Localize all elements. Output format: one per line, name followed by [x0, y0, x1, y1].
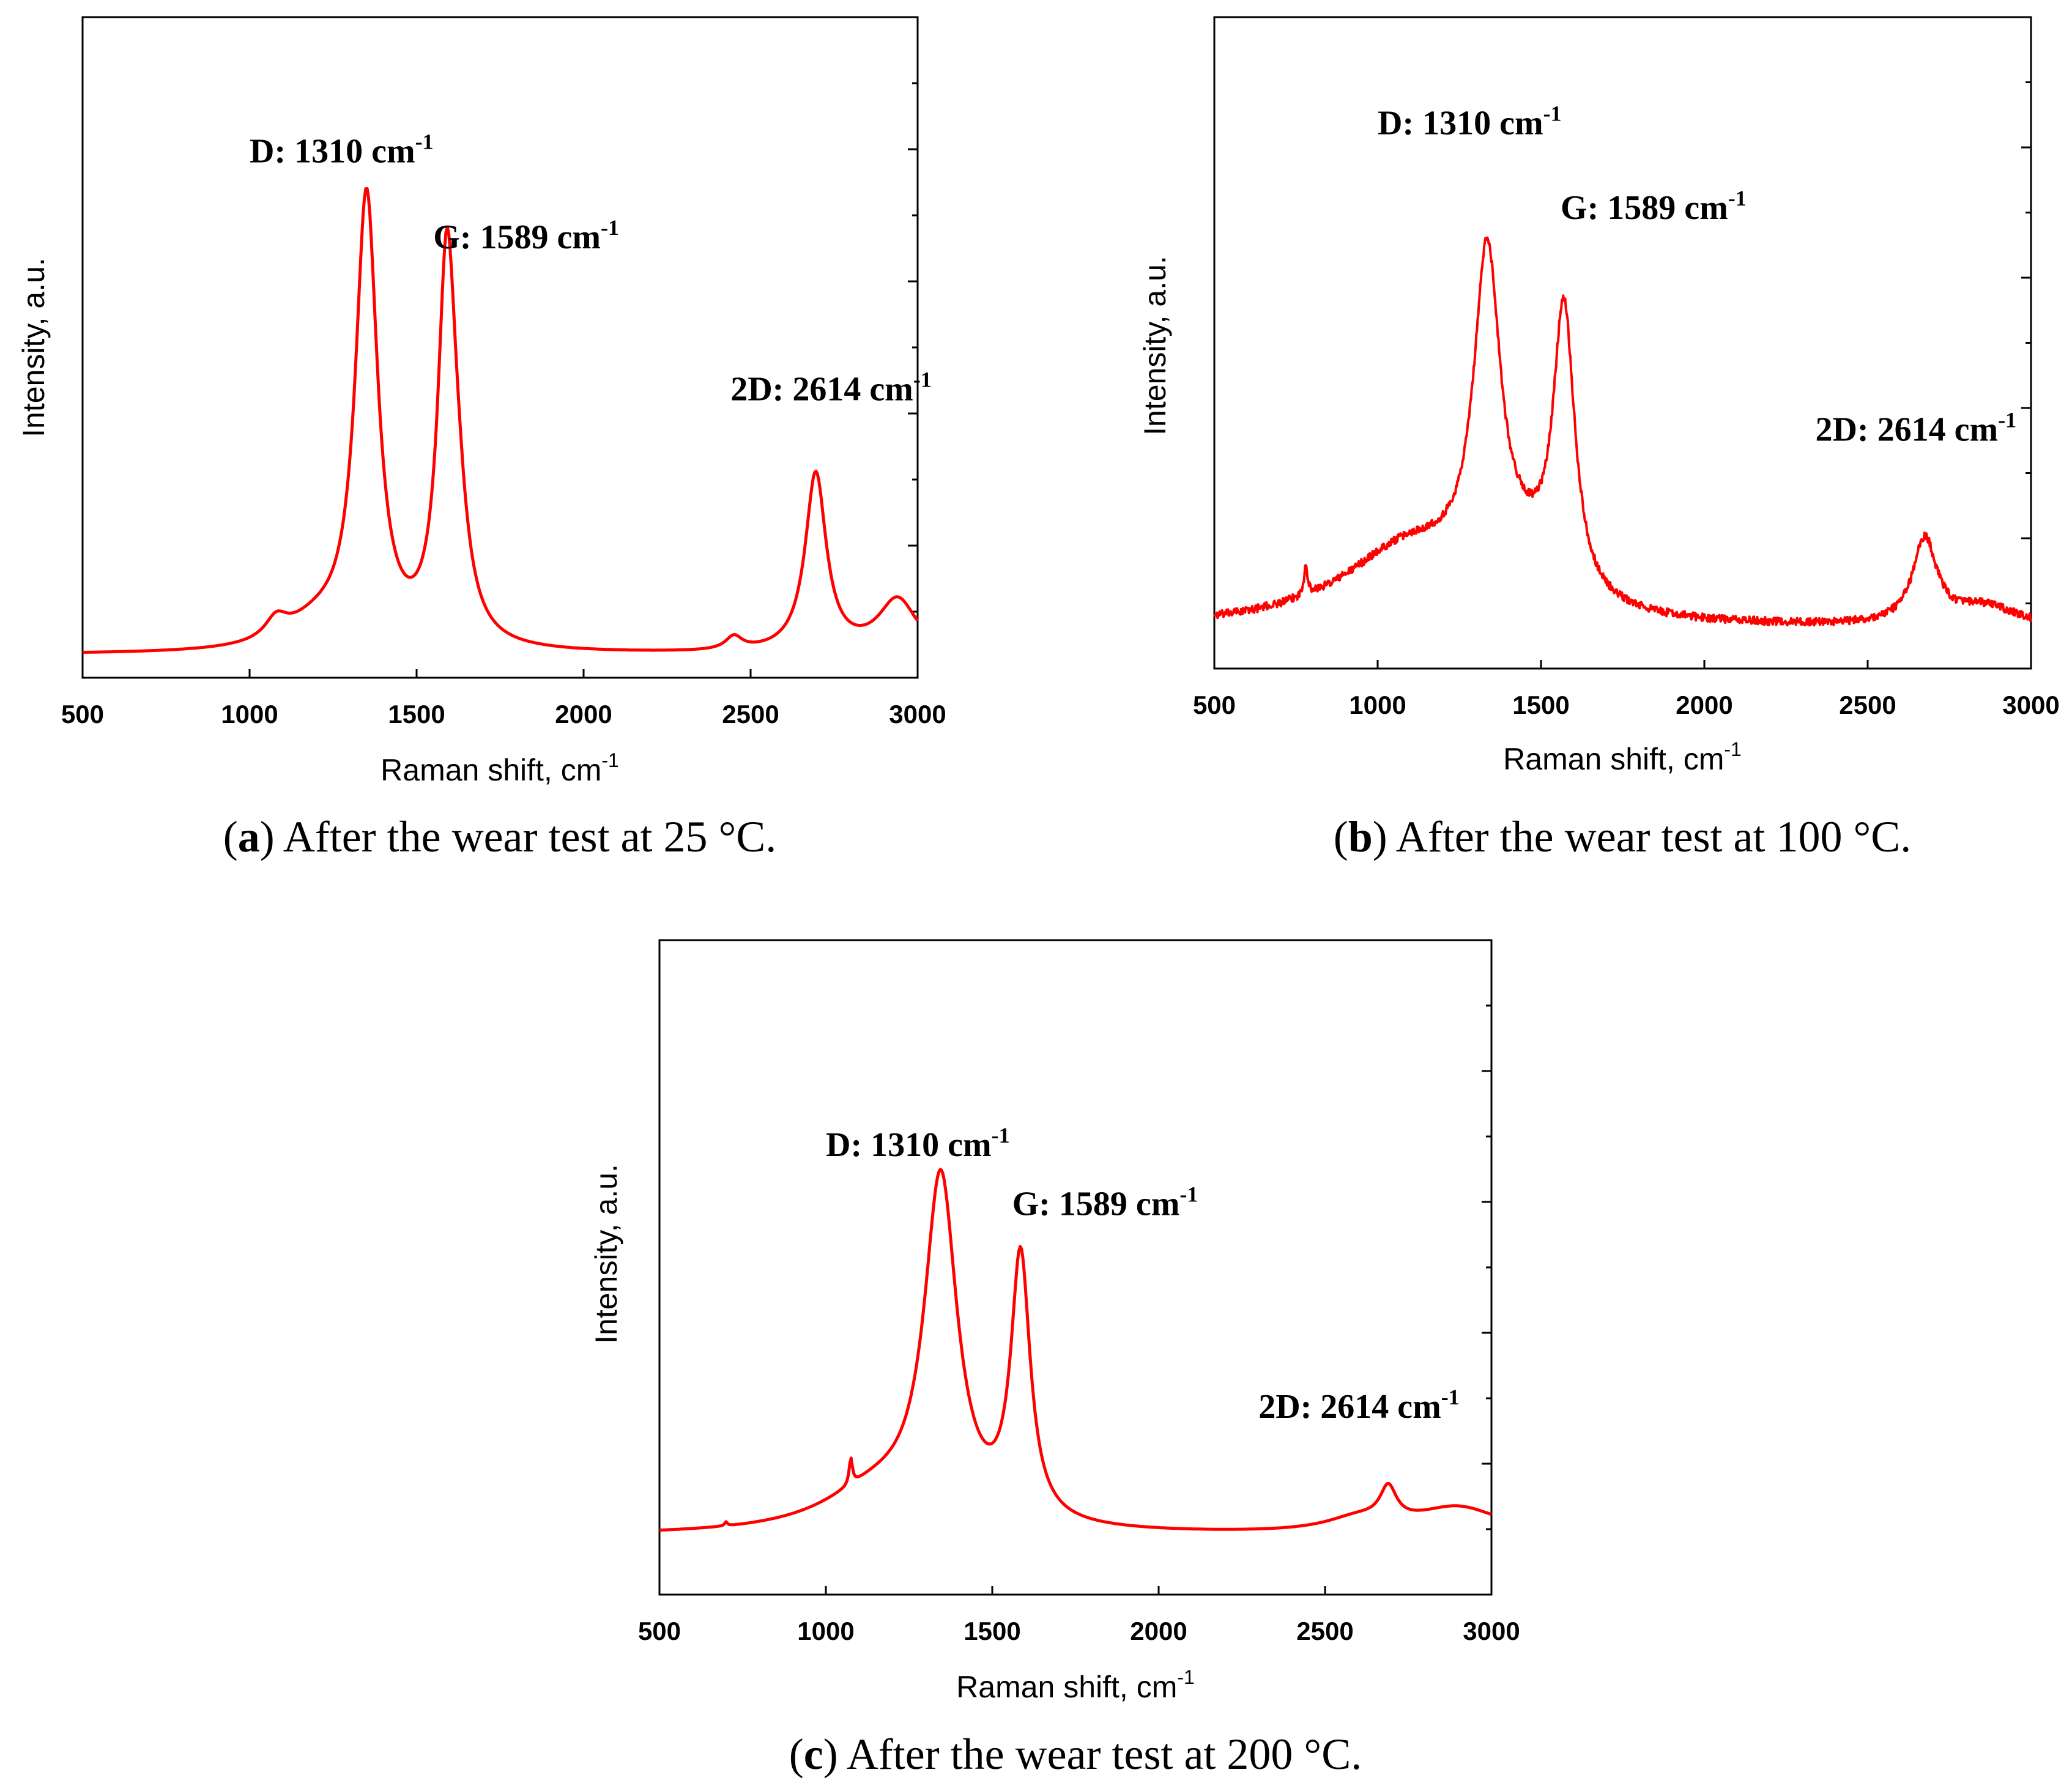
x-tick-label-b-0: 500: [1193, 691, 1236, 719]
x-tick-label-a-0: 500: [61, 700, 104, 728]
x-tick-label-a-5: 3000: [889, 700, 946, 728]
peak-labels-a: D: 1310 cm-1 G: 1589 cm-1 2D: 2614 cm-1: [250, 130, 932, 409]
x-tick-label-c-4: 2500: [1296, 1617, 1353, 1645]
x-tick-label-b-4: 2500: [1839, 691, 1896, 719]
ticks-b: [1213, 16, 2032, 669]
peak-label-a-d: D: 1310 cm-1: [250, 130, 434, 171]
x-axis-label-c: Raman shift, cm-1: [956, 1666, 1195, 1704]
x-tick-label-c-0: 500: [638, 1617, 681, 1645]
plot-frame-a: [81, 16, 919, 679]
x-tick-label-b-1: 1000: [1349, 691, 1406, 719]
ticks-c: [658, 939, 1493, 1595]
spectrum-line-a: [82, 187, 919, 654]
y-axis-label-a: Intensity, a.u.: [17, 258, 51, 437]
panel-a: 500 1000 1500 2000 2500 3000 Raman shift, cm-…: [17, 16, 946, 861]
x-tick-label-a-4: 2500: [722, 700, 779, 728]
x-tick-label-b-5: 3000: [2002, 691, 2059, 719]
x-tick-labels-a: 500 1000 1500 2000 2500 3000: [61, 700, 946, 728]
y-axis-label-c: Intensity, a.u.: [589, 1164, 623, 1344]
peak-label-c-g: G: 1589 cm-1: [1012, 1182, 1198, 1223]
ticks-a: [81, 16, 919, 678]
peak-label-b-g: G: 1589 cm-1: [1561, 186, 1747, 227]
peak-labels-b: D: 1310 cm-1 G: 1589 cm-1 2D: 2614 cm-1: [1378, 102, 2016, 449]
plot-frame-b: [1213, 16, 2032, 670]
x-tick-label-b-3: 2000: [1676, 691, 1732, 719]
x-tick-label-c-3: 2000: [1130, 1617, 1187, 1645]
x-tick-labels-c: 500 1000 1500 2000 2500 3000: [638, 1617, 1520, 1645]
x-tick-label-b-2: 1500: [1512, 691, 1569, 719]
peak-label-c-d: D: 1310 cm-1: [826, 1123, 1010, 1164]
caption-c: (c) After the wear test at 200 °C.: [789, 1730, 1362, 1779]
x-tick-labels-b: 500 1000 1500 2000 2500 3000: [1193, 691, 2060, 719]
x-axis-label-a: Raman shift, cm-1: [381, 749, 619, 787]
peak-labels-c: D: 1310 cm-1G: 1589 cm-1 2D: 2614 cm-1: [826, 1123, 1460, 1426]
plot-frame-c: [658, 939, 1493, 1596]
x-axis-label-b: Raman shift, cm-1: [1503, 738, 1742, 776]
peak-label-c-2d: 2D: 2614 cm-1: [1258, 1385, 1460, 1426]
x-tick-label-c-5: 3000: [1463, 1617, 1520, 1645]
x-tick-label-a-3: 2000: [555, 700, 612, 728]
caption-a: (a) After the wear test at 25 °C.: [223, 812, 777, 861]
spectrum-line-b: [1213, 236, 2032, 627]
x-tick-label-a-1: 1000: [221, 700, 278, 728]
peak-label-a-2d: 2D: 2614 cm-1: [730, 367, 932, 408]
y-axis-label-b: Intensity, a.u.: [1138, 256, 1172, 436]
peak-label-b-2d: 2D: 2614 cm-1: [1816, 407, 2017, 448]
spectrum-line-c: [659, 1168, 1492, 1532]
peak-label-b-d: D: 1310 cm-1: [1378, 102, 1562, 143]
panel-c: 500 1000 1500 2000 2500 3000 Raman shift, cm-…: [589, 939, 1520, 1779]
caption-b: (b) After the wear test at 100 °C.: [1334, 812, 1912, 861]
peak-label-a-g: G: 1589 cm-1: [433, 215, 619, 256]
x-tick-label-a-2: 1500: [388, 700, 445, 728]
x-tick-label-c-2: 1500: [964, 1617, 1020, 1645]
panel-b: 500 1000 1500 2000 2500 3000 Raman shift, cm-…: [1138, 16, 2060, 861]
x-tick-label-c-1: 1000: [797, 1617, 854, 1645]
